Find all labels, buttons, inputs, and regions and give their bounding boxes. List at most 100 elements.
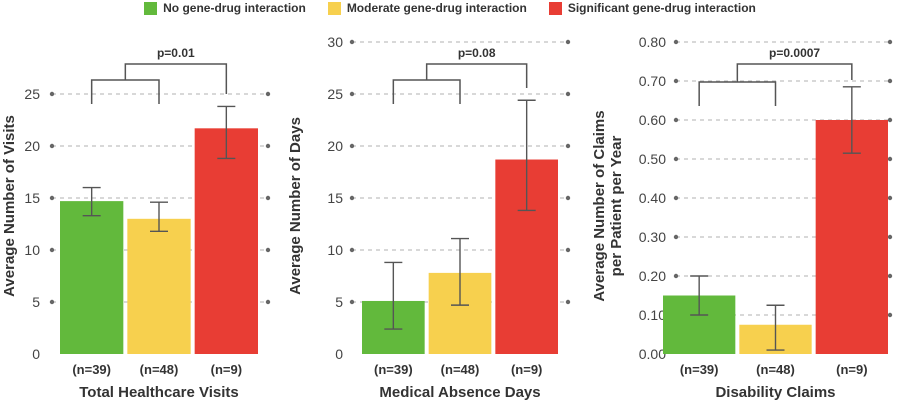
legend-label-significant: Significant gene-drug interaction [567,1,756,15]
bracket-pair [90,79,160,104]
p-value-label: p=0.01 [157,46,195,60]
y-tick-label: 15 [24,190,40,206]
gridline-dot-left [673,78,679,84]
y-tick-label: 0.00 [639,346,666,362]
bracket-pair [698,81,777,106]
category-label: (n=9) [211,362,242,377]
gridline-dot-left [49,247,55,253]
legend-item-moderate: Moderate gene-drug interaction [327,1,527,15]
gridline-dot-left [49,195,55,201]
gridline-dot-right [265,143,271,149]
chart-title: Total Healthcare Visits [79,384,239,401]
category-label: (n=39) [374,362,413,377]
y-tick-label: 0.20 [639,268,666,284]
chart-title: Medical Absence Days [379,384,540,401]
gridline-dot-left [349,91,355,97]
bracket-span [124,63,228,94]
y-tick-label: 0 [32,346,40,362]
y-tick-label: 20 [327,138,343,154]
y-tick-label: 5 [335,294,343,310]
legend-item-none: No gene-drug interaction [144,1,306,15]
gridline-dot-left [49,91,55,97]
y-tick-label: 25 [327,86,343,102]
gridline-dot-right [565,143,571,149]
gridline-dot-right [565,247,571,253]
y-tick-label: 25 [24,86,40,102]
y-tick-label: 30 [327,34,343,50]
category-label: (n=9) [511,362,542,377]
gridline-dot-right [887,78,893,84]
gridline-dot-left [673,273,679,279]
gridline-dot-left [673,195,679,201]
y-tick-label: 15 [327,190,343,206]
legend-item-significant: Significant gene-drug interaction [548,1,756,15]
gridline-dot-left [673,117,679,123]
gridline-dot-right [887,234,893,240]
category-label: (n=9) [836,362,867,377]
gridline-dot-left [49,299,55,305]
gridline-dot-left [673,39,679,45]
gridline-dot-left [349,39,355,45]
gridline-dot-right [565,195,571,201]
y-tick-label: 0.40 [639,190,666,206]
y-axis-label: Average Number of Days [287,117,304,295]
gridline-dot-right [887,117,893,123]
y-tick-label: 0.30 [639,229,666,245]
category-label: (n=39) [680,362,719,377]
y-tick-label: 0.70 [639,73,666,89]
gridline-dot-right [565,39,571,45]
gridline-dot-right [887,273,893,279]
y-tick-label: 0.50 [639,151,666,167]
y-tick-label: 20 [24,138,40,154]
gridline-dot-left [349,195,355,201]
y-tick-label: 0 [335,346,343,362]
y-tick-label: 0.80 [639,34,666,50]
bar [60,201,124,354]
y-axis-label: Average Number of Claims [591,110,608,301]
bar [127,218,191,354]
legend-swatch-significant [548,1,562,15]
bracket-span [425,63,528,88]
gridline-dot-left [349,143,355,149]
gridline-dot-left [673,234,679,240]
gridline-dot-left [49,143,55,149]
y-tick-label: 0.10 [639,307,666,323]
legend-label-none: No gene-drug interaction [163,1,306,15]
p-value-label: p=0.0007 [769,46,820,60]
p-value-label: p=0.08 [458,46,496,60]
category-label: (n=39) [72,362,111,377]
gridline-dot-left [673,156,679,162]
bar [815,120,888,354]
y-tick-label: 5 [32,294,40,310]
gridline-dot-right [887,195,893,201]
gridline-dot-left [349,299,355,305]
category-label: (n=48) [441,362,480,377]
chart-title: Disability Claims [715,384,835,401]
gridline-dot-right [265,247,271,253]
gridline-dot-right [265,91,271,97]
gridline-dot-right [887,39,893,45]
gridline-dot-right [565,299,571,305]
y-tick-label: 10 [24,242,40,258]
category-label: (n=48) [756,362,795,377]
y-axis-label: per Patient per Year [608,136,625,277]
bar [194,128,258,354]
y-tick-label: 10 [327,242,343,258]
y-tick-label: 0.60 [639,112,666,128]
bracket-pair [392,79,461,104]
legend-swatch-moderate [327,1,341,15]
legend: No gene-drug interaction Moderate gene-d… [0,0,900,16]
gridline-dot-right [887,312,893,318]
bracket-span [736,63,853,82]
legend-swatch-none [144,1,158,15]
gridline-dot-right [565,91,571,97]
gridline-dot-right [265,195,271,201]
gridline-dot-right [265,299,271,305]
category-label: (n=48) [140,362,179,377]
gridline-dot-right [887,156,893,162]
gridline-dot-left [349,247,355,253]
y-axis-label: Average Number of Visits [1,115,18,297]
legend-label-moderate: Moderate gene-drug interaction [346,1,527,15]
